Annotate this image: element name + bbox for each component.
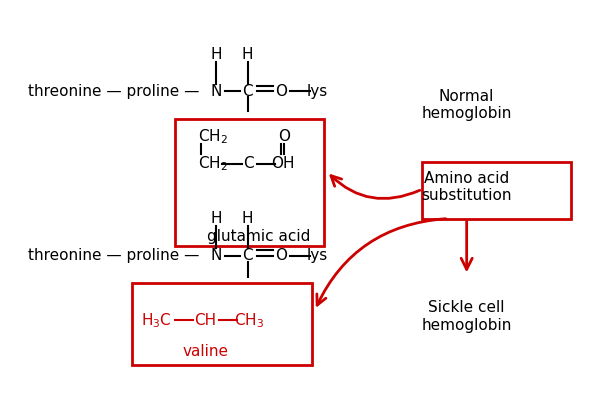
Text: O: O: [278, 129, 290, 144]
Text: Sickle cell
hemoglobin: Sickle cell hemoglobin: [422, 300, 512, 333]
Text: O: O: [275, 248, 287, 263]
Text: CH$_2$: CH$_2$: [198, 154, 228, 173]
Text: lys: lys: [307, 248, 328, 263]
Text: H: H: [210, 211, 222, 226]
Text: lys: lys: [307, 84, 328, 99]
Text: O: O: [275, 84, 287, 99]
FancyArrowPatch shape: [461, 221, 472, 269]
Text: valine: valine: [182, 344, 228, 359]
Text: H$_3$C: H$_3$C: [141, 311, 172, 330]
Text: CH: CH: [194, 313, 216, 328]
Text: threonine — proline —: threonine — proline —: [28, 84, 200, 99]
Text: glutamic acid: glutamic acid: [207, 229, 310, 243]
Text: C: C: [243, 248, 253, 263]
Text: OH: OH: [271, 156, 295, 171]
Text: H: H: [242, 211, 254, 226]
Text: CH$_3$: CH$_3$: [235, 311, 265, 330]
Text: N: N: [210, 84, 222, 99]
Text: Amino acid
substitution: Amino acid substitution: [422, 171, 512, 203]
Text: N: N: [210, 248, 222, 263]
Text: CH$_2$: CH$_2$: [198, 127, 228, 146]
FancyArrowPatch shape: [317, 219, 445, 305]
FancyArrowPatch shape: [331, 176, 420, 199]
Text: C: C: [243, 156, 254, 171]
Text: C: C: [243, 84, 253, 99]
Text: H: H: [210, 47, 222, 62]
Text: threonine — proline —: threonine — proline —: [28, 248, 200, 263]
Text: Normal
hemoglobin: Normal hemoglobin: [422, 89, 512, 121]
Text: H: H: [242, 47, 254, 62]
